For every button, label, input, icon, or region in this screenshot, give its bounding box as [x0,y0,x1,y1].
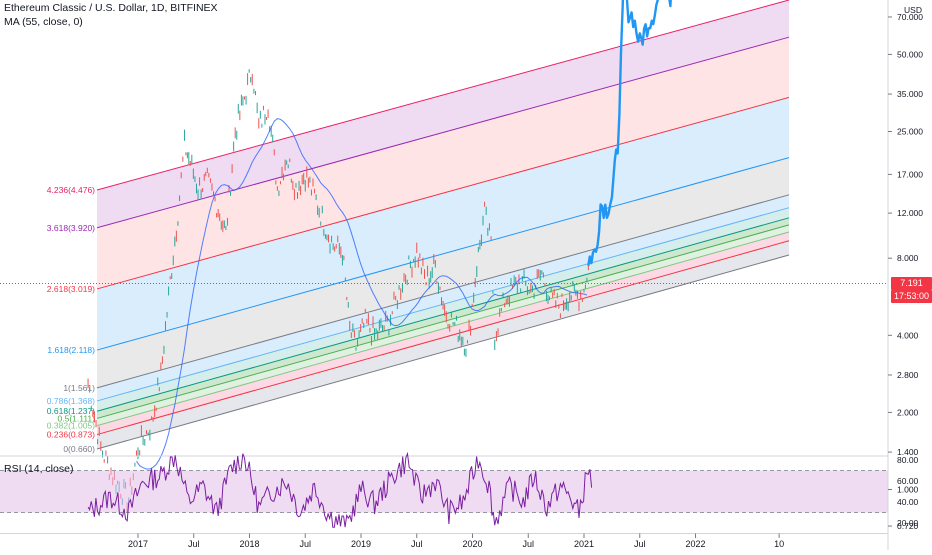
rsi-title[interactable]: RSI (14, close) [4,463,74,475]
time-tick-label: Jul [188,539,200,549]
fib-zone-1 [97,157,789,388]
fib-line-0.5 [96,224,790,419]
time-tick-label: 2022 [685,539,705,549]
fib-line-0.236 [96,240,790,436]
price-tick-label: 1.400 [897,447,919,457]
time-tick-label: 2017 [128,539,148,549]
fib-label-1.618: 1.618(2.118) [47,345,95,355]
countdown-tag: 17:53:00 [891,290,932,303]
indicator-title[interactable]: MA (55, close, 0) [4,16,83,28]
fib-zone-3.618 [97,0,789,228]
rsi-panel [0,451,888,528]
price-tick-label: 2.000 [897,407,919,417]
fib-zone-0.5 [97,217,789,419]
fib-line-1 [96,194,790,389]
fib-label-0.5: 0.5(1.111) [58,413,96,423]
fib-zone-0.382 [97,224,789,426]
fib-zone-fills [97,0,789,449]
price-tick-label: 0.720 [897,521,919,531]
rsi-line [87,451,593,528]
price-tick-label: 2.800 [897,370,919,380]
time-tick-label: 2020 [462,539,482,549]
fib-zone-1.618 [97,97,789,351]
rsi-tick-label: 40.00 [897,497,919,507]
fib-label-0.618: 0.618(1.237) [47,406,95,416]
price-tick-label: 1.000 [897,485,919,495]
fib-level-labels: 0(0.660) 0.236(0.873)0.382(1.005)0.5(1.11… [47,185,95,454]
time-tick-label: Jul [299,539,311,549]
moving-average-series [136,118,588,470]
price-tick-label: 25.000 [897,126,923,136]
fib-label-0.786: 0.786(1.368) [47,396,95,406]
rsi-tick-label: 60.00 [897,476,919,486]
fib-zone-2.618 [97,37,789,289]
price-line [587,0,672,266]
symbol-title[interactable]: Ethereum Classic / U.S. Dollar, 1D, BITF… [4,2,218,14]
price-tick-label: 17.000 [897,169,923,179]
price-tick-label: 12.000 [897,208,923,218]
currency-label: USD [904,5,922,15]
time-tick-label: Jul [634,539,646,549]
fib-line-2.618 [96,96,790,290]
fib-zone-0.236 [97,232,789,435]
fib-label-0.236: 0.236(0.873) [47,430,95,440]
fib-label-4.236: 4.236(4.476) [47,185,95,195]
fib-zone-0.786 [97,194,789,401]
fib-label-0.382: 0.382(1.005) [47,421,95,431]
time-tick-label: Jul [522,539,534,549]
fib-line-1.618 [96,157,790,351]
rsi-tick-label: 80.00 [897,455,919,465]
price-tick-label: 8.000 [897,253,919,263]
time-tick-label: 2021 [574,539,594,549]
price-tick-label: 50.000 [897,49,923,59]
fib-zone-0 [97,240,789,449]
last-price-tag: 7.191 [891,277,932,290]
price-tick-label: 70.000 [897,12,923,22]
fib-line-0.618 [96,217,790,412]
fib-label-2.618: 2.618(3.019) [47,284,95,294]
fib-label-3.618: 3.618(3.920) [47,223,95,233]
time-tick-label: Jul [411,539,423,549]
fib-label-0: 0(0.660) [63,444,95,454]
fib-line-0.382 [96,231,790,427]
ma-line [136,118,588,470]
rsi-tick-label: 20.00 [897,518,919,528]
fib-channel-lines [96,0,790,450]
price-tick-label: 4.000 [897,330,919,340]
fib-line-0 [96,254,790,450]
time-tick-label: 2018 [239,539,259,549]
price-tick-label: 35.000 [897,89,923,99]
fib-line-3.618 [96,36,790,229]
time-tick-label: 2019 [351,539,371,549]
fib-line-4.236 [96,0,790,191]
fib-label-1: 1(1.561) [63,383,95,393]
time-tick-label: 10 [774,539,784,549]
